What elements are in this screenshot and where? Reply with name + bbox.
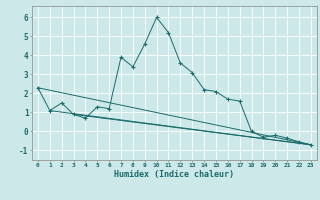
X-axis label: Humidex (Indice chaleur): Humidex (Indice chaleur) — [115, 170, 234, 179]
